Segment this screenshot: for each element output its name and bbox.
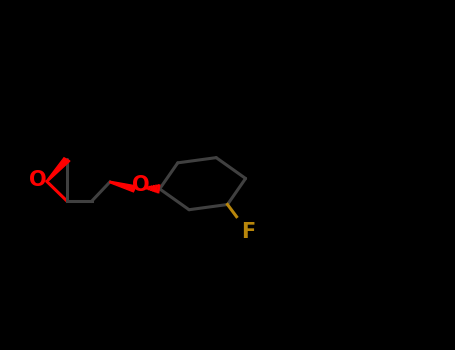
Polygon shape <box>47 158 70 181</box>
Text: O: O <box>132 175 150 195</box>
Polygon shape <box>110 181 136 192</box>
Text: O: O <box>29 170 46 190</box>
Text: F: F <box>241 222 255 242</box>
